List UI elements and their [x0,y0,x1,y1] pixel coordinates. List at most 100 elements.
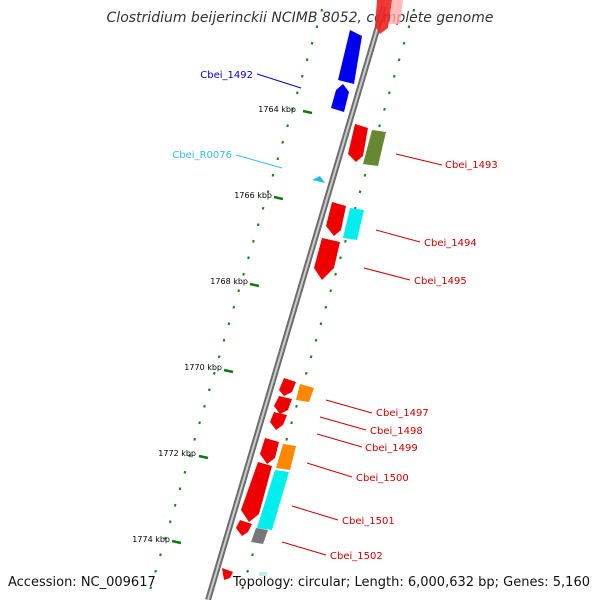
label-connectors [235,73,443,556]
track-dot [198,421,201,425]
track-dot [164,536,167,540]
track-dot [319,322,323,326]
gene-label-cbei-1500[interactable]: Cbei_1500 [356,473,409,484]
gene-feature-cbei-1502[interactable] [251,528,268,544]
gene-label-cbei-1495[interactable]: Cbei_1495 [414,276,467,287]
track-dot [247,256,250,260]
track-dot [241,586,245,590]
track-dot [251,553,254,557]
gene-feature-red[interactable] [222,568,233,580]
track-dot [407,25,411,29]
track-dot [266,190,270,194]
gene-feature[interactable] [375,0,392,34]
gene-label-cbei-1493[interactable]: Cbei_1493 [445,160,498,171]
gene-feature-blue-2[interactable] [331,84,349,112]
gene-feature[interactable] [389,0,403,24]
track-dot [242,272,245,276]
track-dot [217,355,221,359]
gene-feature-cbei-1495[interactable] [314,238,340,280]
gene-feature-cbei-1501[interactable] [257,470,289,530]
track-dot [286,124,289,128]
track-dot [256,223,260,227]
track-dot [397,58,401,62]
track-dot [227,322,231,326]
scale-label-1766: 1766 kbp [234,191,272,200]
track-dot [329,289,333,293]
gene-label-cbei-1502[interactable]: Cbei_1502 [330,551,383,562]
track-dot [353,206,357,210]
gene-feature-cbei-1499[interactable] [270,412,287,430]
gene-label-cbei-r0076[interactable]: Cbei_R0076 [172,150,232,161]
gene-feature-cbei-1493[interactable] [363,130,386,166]
track-dot [276,157,280,161]
track-dot [159,553,162,557]
track-dot [188,454,192,458]
track-dot [334,272,337,276]
track-dot [309,355,313,359]
scale-label-1764: 1764 kbp [258,105,296,114]
track-dot [363,173,367,177]
track-dot [237,289,241,293]
gene-feature-red[interactable] [326,202,346,236]
track-dot [178,487,182,491]
track-dot [304,371,308,375]
gene-feature-red[interactable] [241,462,272,522]
track-dot [252,239,255,243]
track-dot [358,190,362,194]
gene-feature[interactable] [259,572,267,576]
gene-feature-red[interactable] [260,438,279,464]
gene-feature-red[interactable] [236,520,252,536]
accession-text: Accession: NC_009617 [8,575,156,590]
gene-feature-cbei-1498[interactable] [274,396,292,414]
gene-label-cbei-1497[interactable]: Cbei_1497 [376,408,429,419]
track-dot [168,520,172,524]
track-dot [300,74,304,78]
scale-label-1768: 1768 kbp [210,277,248,286]
track-dot [314,338,318,342]
track-dot [291,107,294,111]
gene-feature-cbei-r0076[interactable] [312,176,325,183]
track-dot [203,404,206,408]
track-dot [305,58,309,62]
map-title: Clostridium beijerinckii NCIMB 8052, com… [107,10,494,26]
track-dot [281,140,285,144]
track-dot [246,569,249,573]
track-dot [412,8,416,12]
track-dot [392,74,396,78]
gene-features [222,0,403,580]
gene-label-cbei-1494[interactable]: Cbei_1494 [424,238,477,249]
gene-feature-cbei-1494[interactable] [343,208,364,240]
genome-backbone [205,5,387,600]
track-dot [232,305,236,309]
track-dot [154,569,157,573]
scale-label-1774: 1774 kbp [132,535,170,544]
gene-feature-red[interactable] [279,378,296,396]
track-dot [296,91,299,95]
gene-label-cbei-1499[interactable]: Cbei_1499 [365,443,418,454]
track-dot [344,239,347,243]
gene-feature-cbei-1492[interactable] [338,30,362,84]
track-dot [383,107,386,111]
track-dot [212,371,216,375]
track-dot [402,41,406,45]
track-dot [183,470,187,474]
gene-feature-cbei-1500[interactable] [276,444,296,470]
track-dot [208,388,211,392]
track-dot [222,338,226,342]
scale-ticks [171,109,313,545]
track-dot [290,421,293,425]
gene-label-cbei-1498[interactable]: Cbei_1498 [370,426,423,437]
gene-label-cbei-1501[interactable]: Cbei_1501 [342,516,395,527]
genome-summary-text: Topology: circular; Length: 6,000,632 bp… [232,575,590,590]
gene-feature-cbei-1497[interactable] [296,384,314,402]
track-dot [388,91,391,95]
track-dot [315,25,319,29]
scale-label-1770: 1770 kbp [184,363,222,372]
track-dot [149,586,153,590]
gene-feature-red[interactable] [348,124,368,162]
track-dot [295,404,298,408]
track-dot [193,437,197,441]
track-dot [285,437,289,441]
gene-label-cbei-1492[interactable]: Cbei_1492 [200,70,253,81]
